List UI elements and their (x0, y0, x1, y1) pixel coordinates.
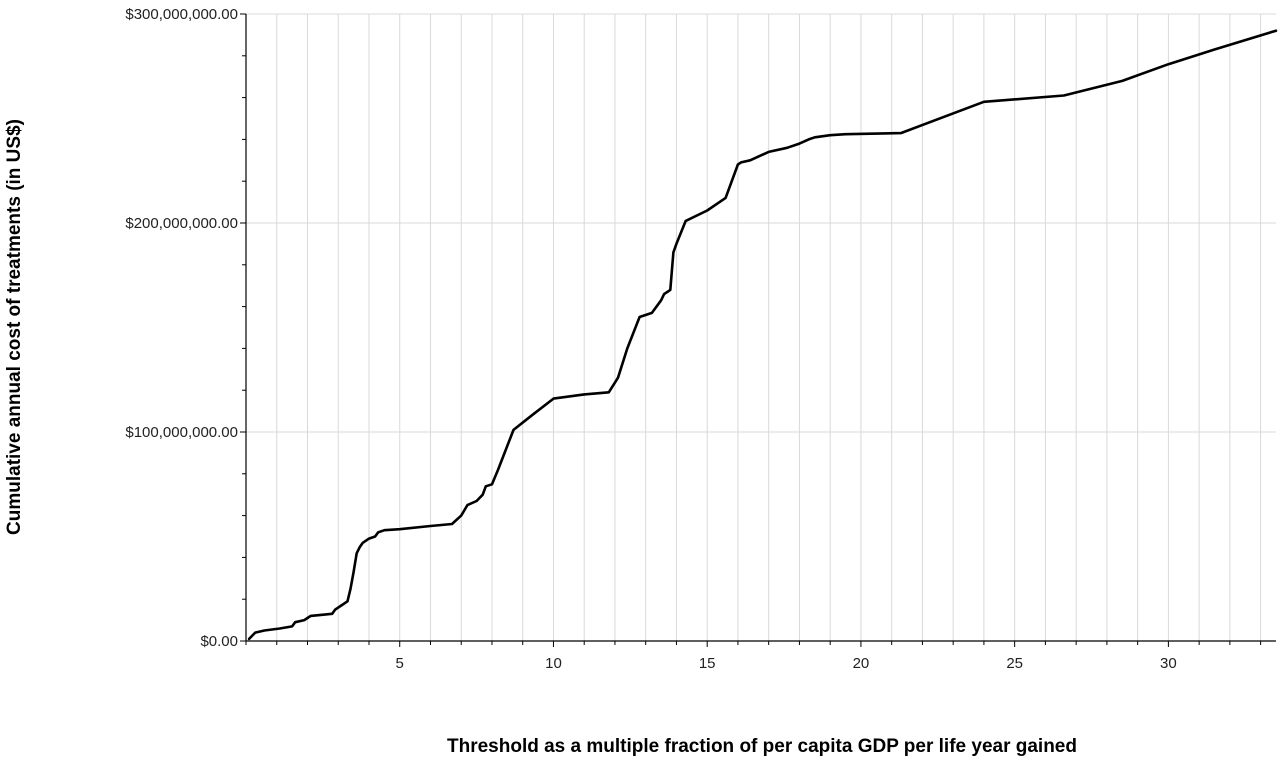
axes (240, 13, 1276, 647)
x-tick-label: 10 (545, 655, 562, 672)
x-tick-label: 15 (699, 655, 716, 672)
x-tick-label: 30 (1160, 655, 1177, 672)
series-lines (247, 29, 1278, 641)
grid (246, 13, 1276, 641)
y-tick-label: $0.00 (200, 633, 238, 650)
y-tick-label: $300,000,000.00 (125, 6, 238, 23)
tick-labels: $0.00 $100,000,000.00 $200,000,000.00 $300,… (125, 6, 1176, 672)
x-tick-label: 5 (396, 655, 404, 672)
x-tick-label: 25 (1006, 655, 1023, 672)
x-tick-label: 20 (853, 655, 870, 672)
series-line (247, 29, 1278, 641)
y-axis-title: Cumulative annual cost of treatments (in… (4, 119, 25, 535)
y-tick-label: $100,000,000.00 (125, 424, 238, 441)
y-tick-label: $200,000,000.00 (125, 215, 238, 232)
x-axis-title: Threshold as a multiple fraction of per … (447, 736, 1077, 757)
